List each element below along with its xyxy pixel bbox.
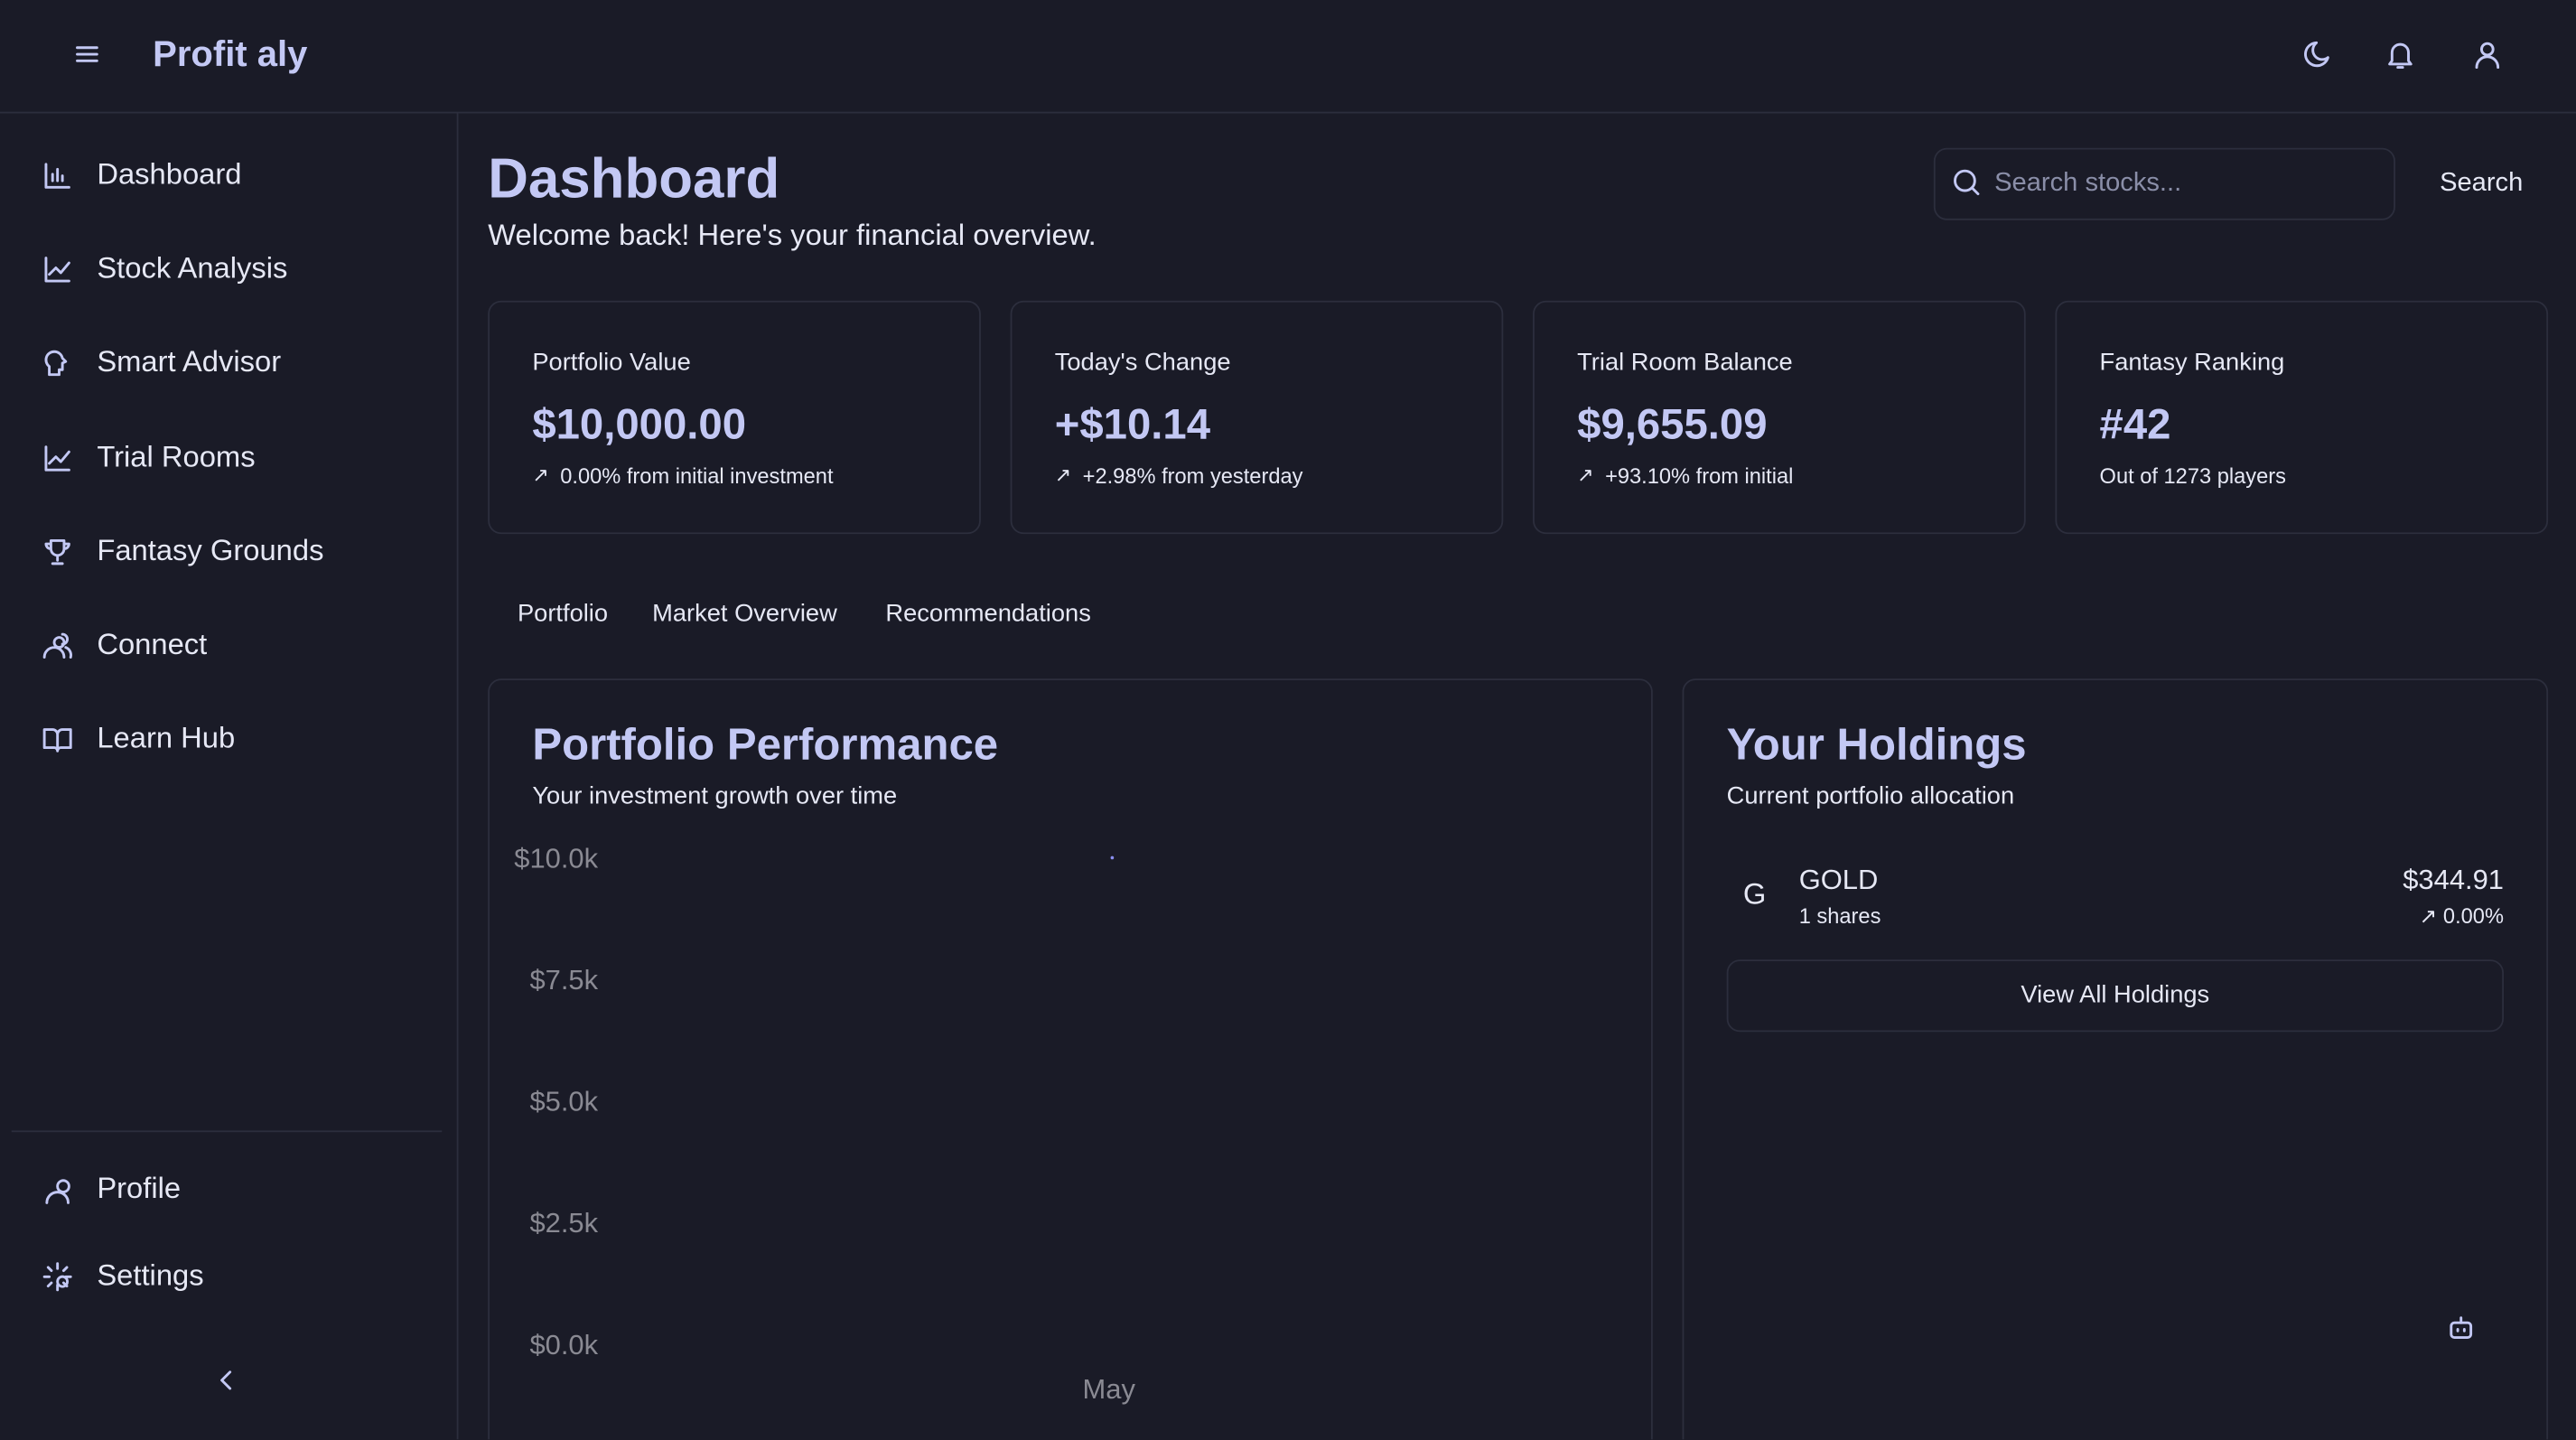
stat-change: Out of 1273 players [2099, 463, 2286, 489]
search-placeholder: Search stocks... [1994, 169, 2182, 198]
stat-value: #42 [2099, 398, 2171, 449]
nav-item[interactable]: Learn Hub [97, 721, 236, 755]
y-tick-label: $2.5k [529, 1207, 598, 1239]
nav-item[interactable]: Smart Advisor [97, 345, 282, 379]
y-tick-label: $0.0k [529, 1329, 598, 1361]
stat-label: Portfolio Value [532, 348, 691, 377]
stat-label: Trial Room Balance [1577, 348, 1793, 377]
stat-card [1533, 300, 2026, 535]
view-all-button[interactable]: View All Holdings [1726, 959, 2505, 1033]
arrow: ↗ [1054, 463, 1072, 487]
divider [11, 1130, 443, 1133]
nav-icon [42, 632, 72, 659]
chart: $0.0k $2.5k $5.0k $7.5k $10.0k May [514, 842, 1136, 1405]
chart-title: Portfolio Performance [532, 719, 999, 770]
search-input[interactable] [1933, 147, 2395, 220]
search-icon [1954, 169, 1980, 196]
theme-toggle[interactable] [2301, 38, 2334, 70]
holding-symbol: GOLD [1798, 864, 1879, 896]
nav-icon [44, 257, 70, 283]
icon-path [44, 538, 70, 565]
icon-path [45, 1179, 70, 1204]
nav-icon [44, 538, 70, 565]
arrow: ↗ [532, 463, 549, 487]
x-tick-label: May [1083, 1373, 1136, 1405]
stat-change: +2.98% from yesterday [1082, 463, 1303, 489]
stat-label: Fantasy Ranking [2099, 348, 2285, 377]
nav-icon [42, 728, 72, 753]
arrow: ↗ [2419, 903, 2443, 929]
holdings-card [1682, 678, 2549, 1440]
icon-path [44, 444, 70, 471]
nav-icon [44, 163, 70, 189]
sidebar [0, 113, 459, 1440]
icon-path [42, 632, 72, 659]
nav-icon [44, 444, 70, 471]
chart-card [488, 678, 1653, 1440]
icon-path [44, 351, 68, 377]
page-subtitle: Welcome back! Here's your financial over… [488, 218, 1097, 252]
holdings-title: Your Holdings [1726, 719, 2027, 770]
stat-value: $10,000.00 [532, 398, 747, 449]
stat-card [2055, 300, 2549, 535]
search-button[interactable]: Search [2440, 169, 2524, 198]
stat-card [1010, 300, 1504, 535]
tab[interactable]: Portfolio [517, 599, 609, 628]
stat-change: 0.00% from initial investment [560, 463, 834, 489]
stat-label: Today's Change [1054, 348, 1231, 377]
nav-item[interactable]: Dashboard [97, 157, 242, 191]
icon-path [42, 1262, 72, 1292]
nav-icon [45, 1179, 70, 1204]
nav-item[interactable]: Stock Analysis [97, 251, 288, 285]
stat-value: +$10.14 [1054, 398, 1211, 449]
tab[interactable]: Recommendations [885, 599, 1091, 628]
tab[interactable]: Market Overview [652, 599, 837, 628]
menu-button[interactable] [72, 40, 102, 70]
nav-item[interactable]: Profile [97, 1171, 182, 1205]
nav-item[interactable]: Fantasy Grounds [97, 533, 324, 567]
holdings-subtitle: Current portfolio allocation [1726, 781, 2015, 810]
user-menu[interactable] [2471, 38, 2504, 70]
page-title: Dashboard [488, 147, 780, 210]
icon-path [42, 728, 72, 753]
icon-path [44, 257, 70, 283]
brand: Profit aly [153, 33, 308, 74]
holding-shares: 1 shares [1798, 903, 1881, 929]
holding-change: ↗ 0.00% [2420, 903, 2504, 930]
y-tick-label: $10.0k [514, 842, 598, 874]
notifications[interactable] [2384, 38, 2416, 70]
collapse-button[interactable] [213, 1367, 239, 1393]
nav-item[interactable]: Connect [97, 627, 208, 661]
holding-value: $344.91 [2403, 864, 2505, 896]
nav-icon [44, 351, 68, 377]
holding-change-text: 0.00% [2442, 903, 2505, 929]
chart-subtitle: Your investment growth over time [532, 781, 898, 810]
arrow: ↗ [1577, 463, 1594, 487]
stat-card [488, 300, 981, 535]
stat-value: $9,655.09 [1577, 398, 1768, 449]
point [1110, 856, 1115, 860]
nav-icon [42, 1262, 72, 1292]
y-tick-label: $5.0k [529, 1086, 598, 1117]
chatbot-button[interactable] [2446, 1313, 2476, 1342]
header [0, 0, 2576, 114]
icon-path [44, 163, 70, 189]
holding-initial: G [1742, 877, 1767, 911]
stat-change: +93.10% from initial [1605, 463, 1794, 489]
nav-item[interactable]: Trial Rooms [97, 439, 256, 473]
y-tick-label: $7.5k [529, 964, 598, 996]
nav-item[interactable]: Settings [97, 1258, 204, 1292]
